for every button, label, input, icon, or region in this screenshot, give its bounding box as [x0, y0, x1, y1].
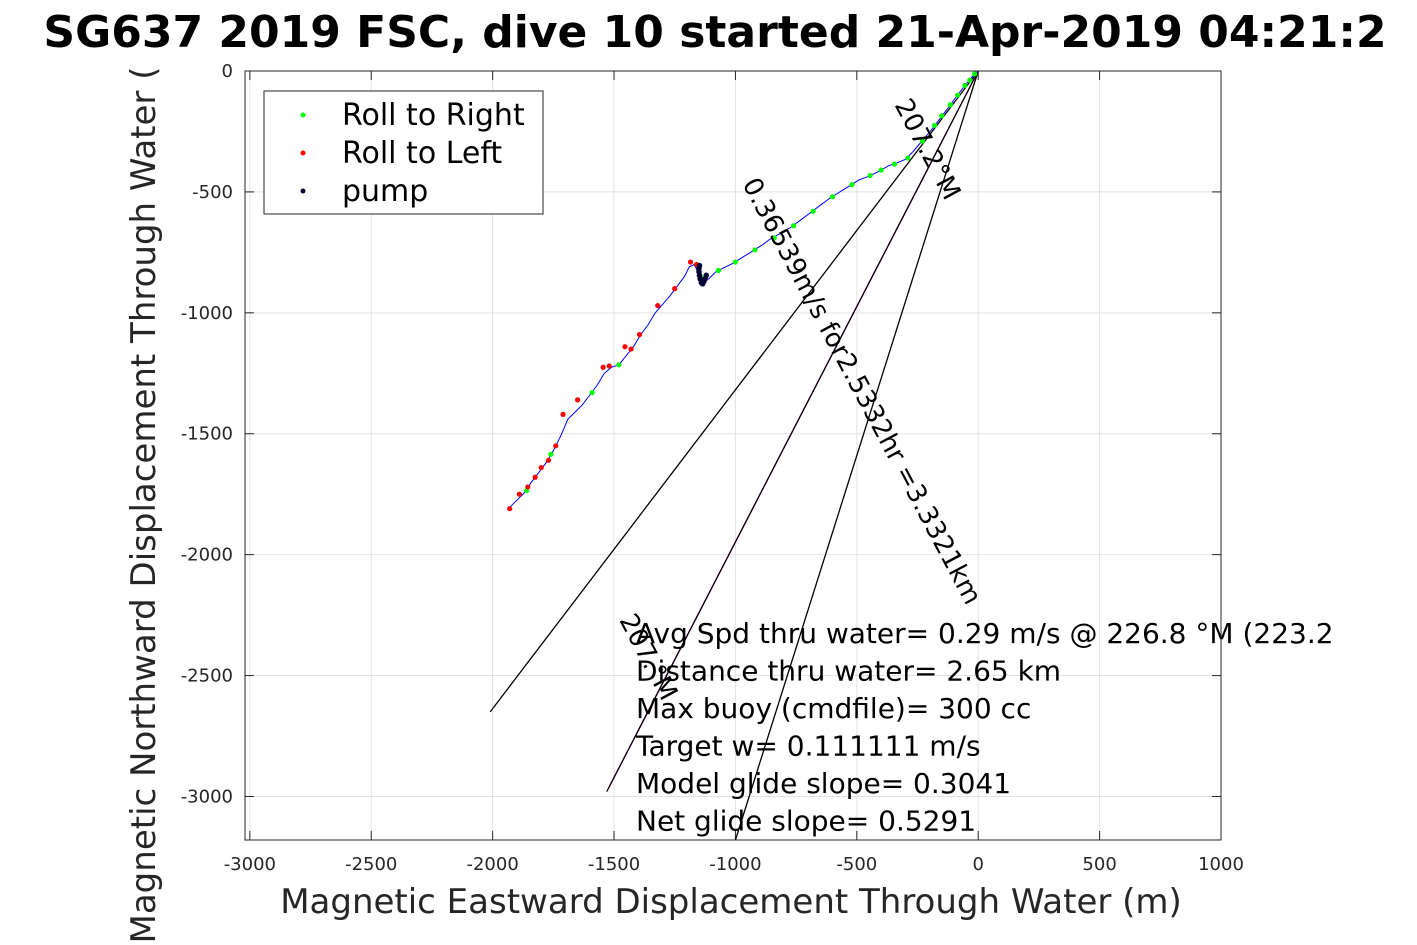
legend-marker-pump	[300, 188, 306, 194]
x-tick-label: 0	[972, 854, 983, 875]
roll-left-point	[606, 363, 612, 369]
stats-line: Model glide slope= 0.3041	[636, 767, 1011, 800]
y-tick-label: 0	[222, 61, 233, 82]
roll-left-point	[622, 344, 628, 350]
x-tick-label: -500	[836, 854, 877, 875]
stats-line: Net glide slope= 0.5291	[636, 805, 976, 838]
track-layer	[508, 70, 979, 510]
roll-left-point	[672, 286, 678, 292]
roll-right-point	[962, 82, 968, 89]
reference-lines	[489, 70, 979, 841]
roll-left-point	[560, 411, 566, 417]
legend-marker-roll-right	[300, 112, 306, 118]
roll-right-point	[829, 194, 836, 200]
roll-right-point	[771, 235, 777, 241]
plot-frame	[244, 70, 1222, 841]
roll-right-point	[971, 71, 978, 77]
legend-label-roll-right: Roll to Right	[342, 98, 525, 133]
roll-right-point	[715, 267, 722, 274]
marker-layer	[507, 71, 978, 512]
roll-left-point	[532, 474, 538, 480]
stats-annotations: Avg Spd thru water= 0.29 m/s @ 226.8 °M …	[635, 617, 1334, 838]
y-axis-label: Magnetic Northward Displacement Through …	[124, 67, 164, 944]
roll-right-point	[891, 161, 898, 167]
roll-right-point	[939, 113, 945, 119]
x-tick-label: 500	[1082, 854, 1116, 875]
glider-track	[508, 70, 979, 510]
roll-right-point	[849, 182, 855, 188]
x-tick-label: -1000	[709, 854, 761, 875]
roll-right-point	[878, 167, 884, 173]
roll-right-point	[616, 362, 622, 368]
roll-left-point	[545, 457, 552, 463]
roll-left-point	[628, 346, 634, 352]
reference-line-1	[489, 70, 979, 713]
roll-right-point	[967, 77, 973, 83]
roll-right-point	[931, 122, 938, 129]
stats-line: Avg Spd thru water= 0.29 m/s @ 226.8 °M …	[636, 617, 1334, 650]
y-tick-label: -2500	[181, 666, 233, 687]
roll-right-point	[732, 259, 739, 265]
roll-right-point	[548, 451, 554, 457]
reference-line-4	[606, 70, 979, 792]
roll-left-point	[507, 506, 513, 512]
roll-right-point	[905, 155, 911, 161]
stats-line: Max buoy (cmdfile)= 300 cc	[636, 692, 1031, 725]
roll-left-point	[575, 397, 581, 403]
stats-line: Target w= 0.111111 m/s	[635, 730, 981, 763]
legend-marker-roll-left	[300, 150, 306, 156]
legend-label-roll-left: Roll to Left	[342, 136, 502, 171]
roll-right-point	[947, 102, 953, 108]
roll-right-point	[752, 247, 758, 253]
roll-left-point	[655, 302, 661, 309]
x-axis-label: Magnetic Eastward Displacement Through W…	[280, 882, 1182, 922]
roll-right-point	[589, 390, 595, 396]
x-tick-label: 1000	[1198, 854, 1244, 875]
x-tick-label: -1500	[588, 854, 640, 875]
reference-line-2	[734, 70, 979, 841]
roll-right-point	[954, 92, 961, 98]
roll-left-point	[525, 484, 531, 490]
roll-right-point	[810, 208, 816, 214]
x-tick-label: -2500	[345, 854, 397, 875]
roll-right-point	[791, 223, 797, 229]
roll-left-point	[553, 443, 559, 449]
roll-left-point	[600, 364, 606, 370]
x-tick-label: -2000	[466, 854, 518, 875]
y-tick-label: -1500	[181, 424, 233, 445]
legend-box	[263, 90, 544, 215]
pump-point	[696, 262, 703, 269]
roll-left-point	[687, 259, 694, 265]
roll-left-point	[636, 331, 643, 338]
roll-left-point	[538, 464, 544, 471]
roll-left-point	[516, 491, 522, 497]
axis-ticks: -3000 -2500 -2000 -1500 -1000 -500 0 500 1000 0 -5…	[181, 61, 1244, 875]
x-tick-label: -3000	[224, 854, 276, 875]
legend-label-pump: pump	[342, 174, 428, 209]
roll-right-point	[867, 172, 873, 179]
legend: Roll to Right Roll to Left pump	[263, 90, 544, 215]
stats-line: Distance thru water= 2.65 km	[636, 655, 1061, 688]
y-tick-label: -3000	[181, 786, 233, 807]
y-tick-label: -500	[192, 182, 233, 203]
chart-title: SG637 2019 FSC, dive 10 started 21-Apr-2…	[43, 7, 1386, 58]
y-tick-label: -2000	[181, 545, 233, 566]
roll-right-point	[919, 138, 925, 144]
y-tick-label: -1000	[181, 303, 233, 324]
